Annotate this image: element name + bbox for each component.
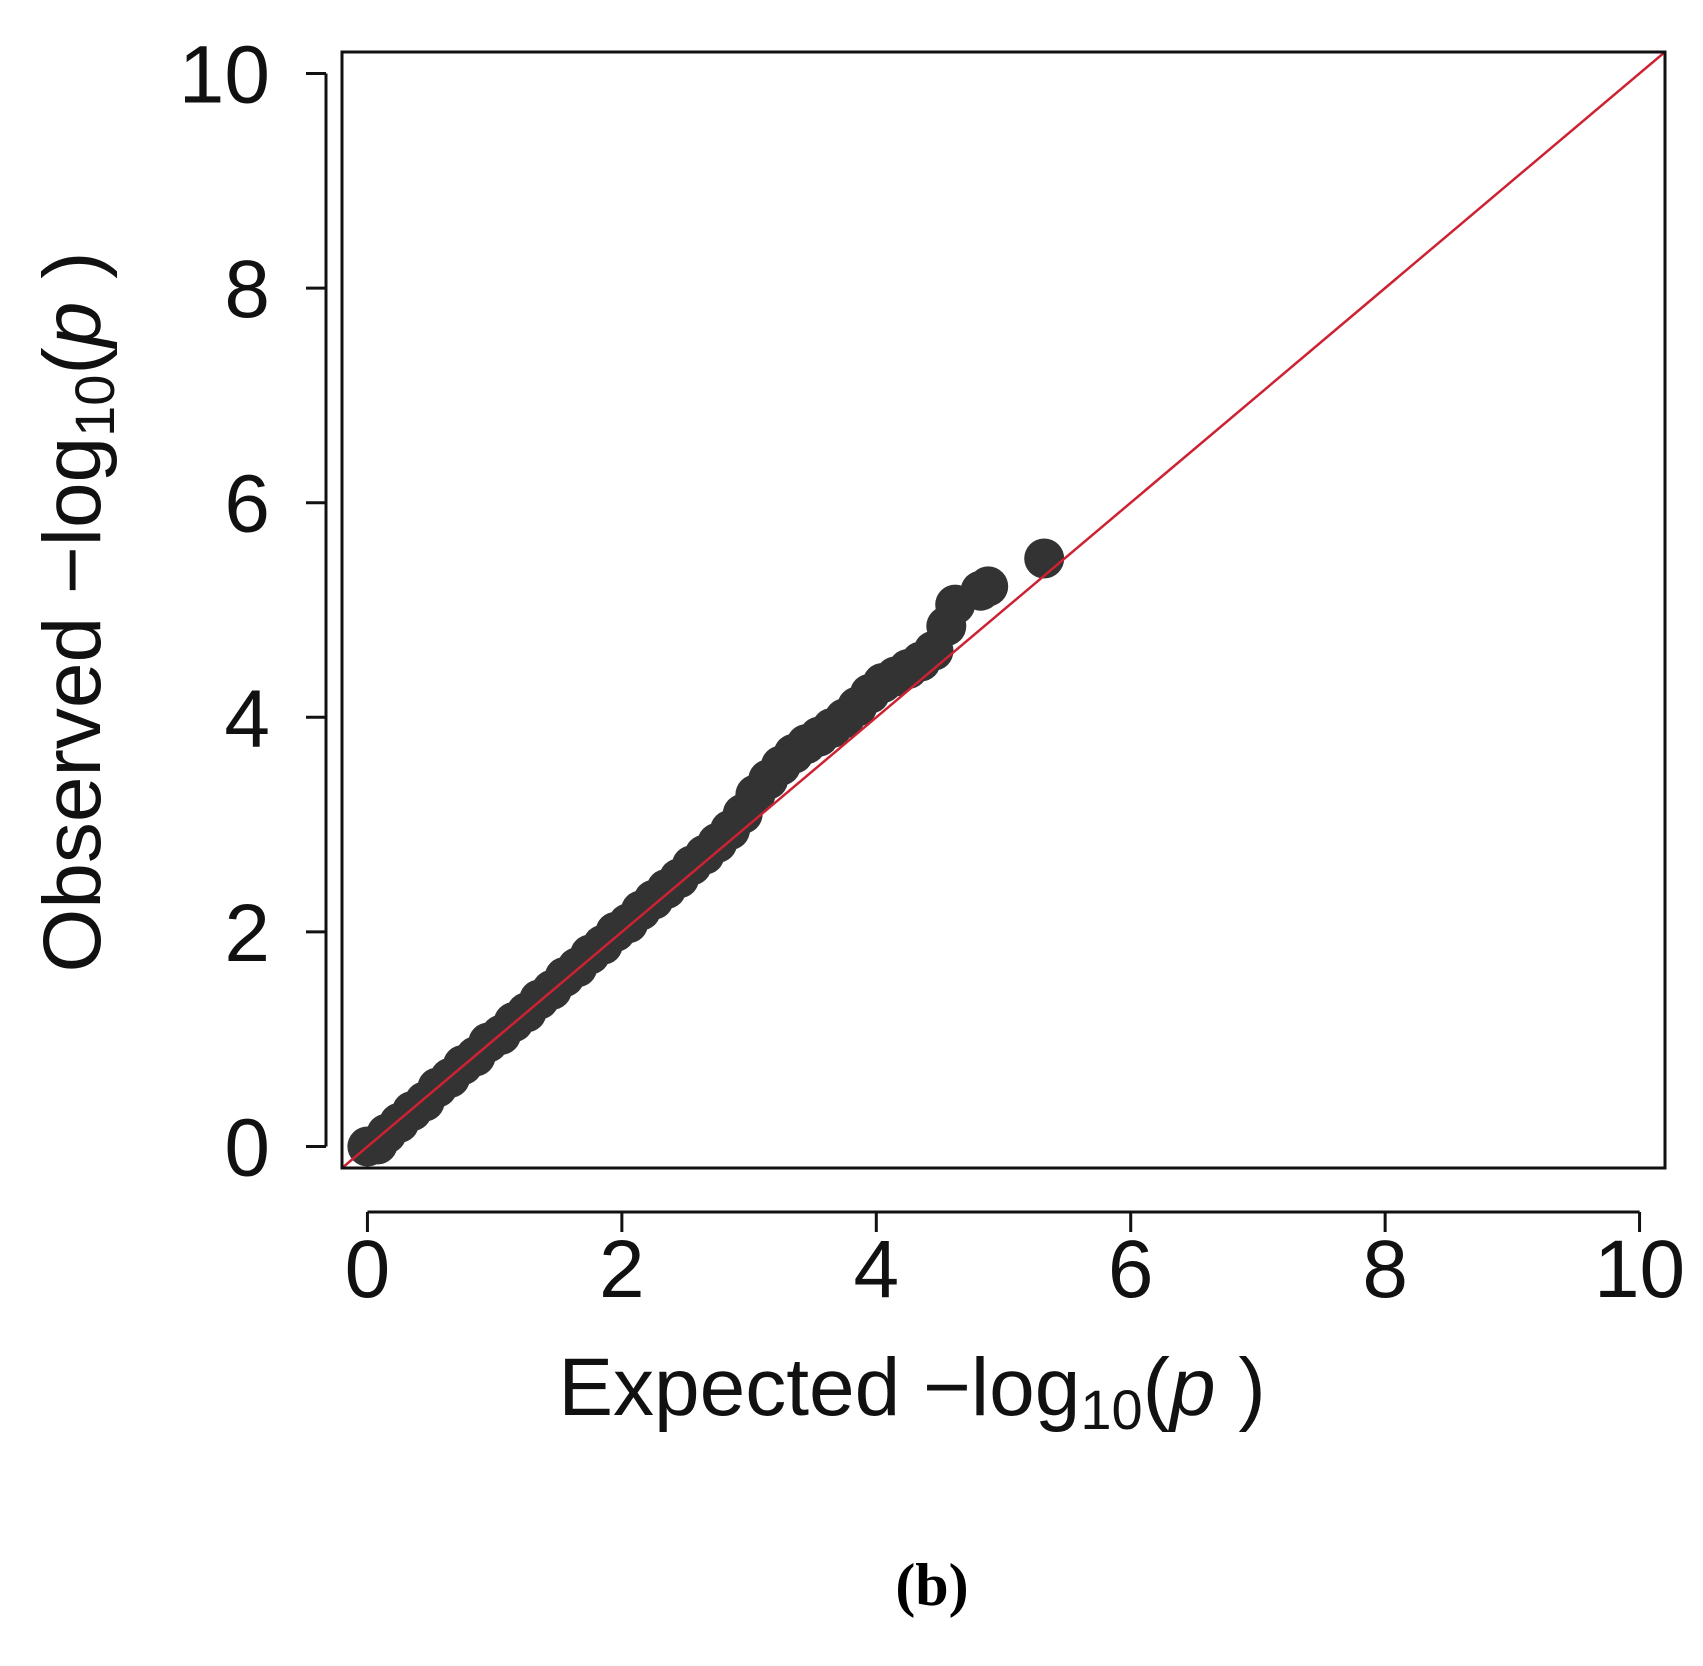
reference-line <box>342 52 1665 1168</box>
x-axis: 0 2 4 6 8 10 <box>345 1210 1685 1315</box>
plot-marks <box>342 52 1665 1168</box>
x-tick-label-4: 4 <box>853 1224 899 1315</box>
panel-label: (b) <box>895 1552 968 1618</box>
data-point-51 <box>1024 538 1065 579</box>
y-tick-label-8: 8 <box>224 244 270 335</box>
y-tick-label-4: 4 <box>224 673 270 764</box>
y-tick-label-6: 6 <box>224 459 270 550</box>
y-axis-label: Observed −log10(p ) <box>27 252 126 973</box>
plot-frame <box>340 50 1667 1170</box>
x-tick-label-0: 0 <box>345 1224 391 1315</box>
data-point-50 <box>968 566 1009 607</box>
y-tick-label-10: 10 <box>179 29 270 120</box>
x-tick-label-2: 2 <box>599 1224 645 1315</box>
y-tick-label-2: 2 <box>224 888 270 979</box>
y-axis: 0 2 4 6 8 10 <box>179 29 328 1194</box>
x-tick-label-8: 8 <box>1362 1224 1408 1315</box>
x-tick-label-10: 10 <box>1594 1224 1685 1315</box>
x-axis-label: Expected −log10(p ) <box>558 1342 1265 1441</box>
x-tick-label-6: 6 <box>1108 1224 1154 1315</box>
y-tick-label-0: 0 <box>224 1103 270 1194</box>
